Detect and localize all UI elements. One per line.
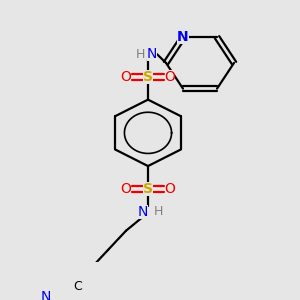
Text: O: O: [165, 182, 176, 196]
Text: N: N: [138, 205, 148, 218]
Text: H: H: [135, 48, 145, 61]
Text: S: S: [143, 70, 153, 84]
Text: H: H: [153, 205, 163, 218]
Text: O: O: [121, 182, 131, 196]
Text: O: O: [165, 70, 176, 84]
Text: N: N: [41, 290, 51, 300]
Text: C: C: [74, 280, 82, 293]
Text: N: N: [177, 30, 189, 44]
Text: S: S: [143, 182, 153, 196]
Text: N: N: [147, 47, 157, 61]
Text: O: O: [121, 70, 131, 84]
